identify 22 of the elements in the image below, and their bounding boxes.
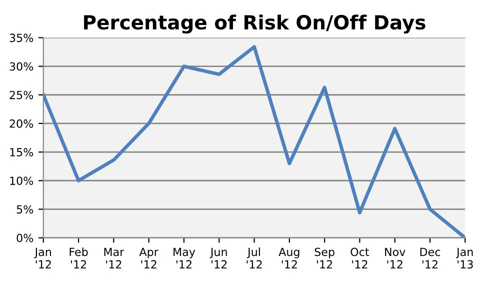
y-tick-label: 35% (10, 34, 34, 42)
x-tick-label: Feb '12 (70, 248, 88, 268)
x-tick-label: Sep '12 (314, 248, 334, 268)
y-tick-label: 0% (16, 234, 34, 242)
y-tick-label: 10% (10, 176, 34, 186)
x-tick-label: Dec '12 (420, 248, 440, 268)
y-tick-label: 20% (10, 119, 34, 128)
y-tick-label: 25% (10, 90, 34, 100)
chart-title: Percentage of Risk On/Off Days (84, 14, 426, 34)
x-tick-label: Apr '12 (139, 248, 158, 268)
y-tick-label: 5% (16, 205, 34, 214)
x-tick-label: Jun '12 (210, 248, 227, 268)
x-tick-label: Jan '13 (456, 248, 473, 269)
x-tick-label: Oct '12 (350, 248, 370, 268)
x-tick-label: Jul '12 (246, 248, 262, 268)
x-tick-label: Mar '12 (104, 248, 124, 268)
y-tick-label: 15% (10, 148, 34, 156)
x-tick-label: Aug '12 (278, 248, 300, 268)
x-tick-label: Nov '12 (385, 248, 406, 268)
x-tick-label: Jan '12 (34, 248, 51, 268)
y-tick-label: 30% (10, 62, 34, 71)
x-tick-label: May '12 (174, 248, 196, 268)
